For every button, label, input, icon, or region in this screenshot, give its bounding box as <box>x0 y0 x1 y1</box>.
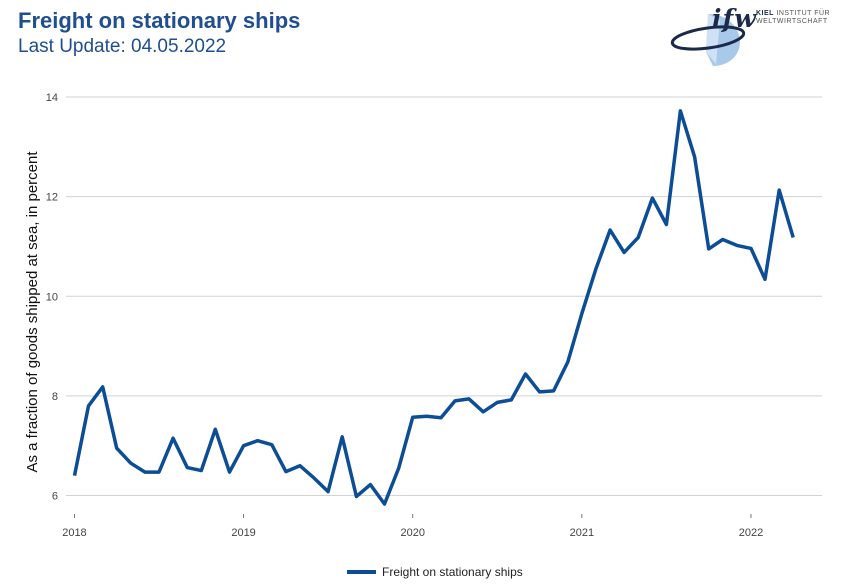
legend-label: Freight on stationary ships <box>382 565 523 579</box>
grid-lines <box>66 96 822 497</box>
series-group <box>72 109 795 506</box>
x-tick-label: 2022 <box>739 527 763 539</box>
y-tick-label: 12 <box>46 192 58 204</box>
y-tick-label: 10 <box>46 291 58 303</box>
chart-subtitle: Last Update: 04.05.2022 <box>18 36 227 57</box>
logo-line1: KIEL INSTITUT FÜR <box>756 10 830 17</box>
y-tick-label: 14 <box>46 92 58 104</box>
chart-title: Freight on stationary ships <box>18 8 301 33</box>
globe-icon <box>670 14 746 66</box>
series-line <box>72 109 795 506</box>
logo-line1-bold: KIEL <box>756 10 774 17</box>
logo-wordmark: ifw <box>712 4 757 33</box>
y-axis-ticks: 6 8 10 12 14 <box>46 92 58 503</box>
x-tick-label: 2020 <box>400 527 424 539</box>
ifw-logo: ifw KIEL INSTITUT FÜR WELTWIRTSCHAFT <box>668 4 838 68</box>
logo-line1-rest: INSTITUT FÜR <box>773 10 831 17</box>
x-tick-label: 2021 <box>570 527 594 539</box>
legend: Freight on stationary ships <box>347 565 523 579</box>
logo-line2: WELTWIRTSCHAFT <box>756 18 828 25</box>
x-axis-ticks: 2018 2019 2020 2021 2022 <box>62 514 763 539</box>
y-axis-label: As a fraction of goods shipped at sea, i… <box>24 151 41 473</box>
x-tick-label: 2019 <box>231 527 255 539</box>
y-tick-label: 6 <box>52 491 58 503</box>
x-tick-label: 2018 <box>62 527 86 539</box>
y-tick-label: 8 <box>52 391 58 403</box>
